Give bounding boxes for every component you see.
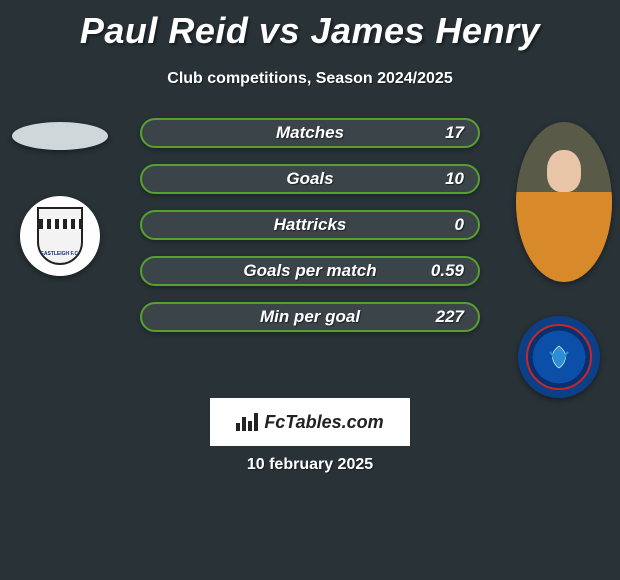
stat-label: Min per goal (260, 307, 360, 327)
stat-pill: Goals 10 (140, 164, 480, 194)
stat-row: Min per goal 227 (0, 294, 620, 340)
date-label: 10 february 2025 (0, 456, 620, 474)
branding-text: FcTables.com (264, 412, 383, 433)
stat-row: Goals per match 0.59 (0, 248, 620, 294)
stat-row: Hattricks 0 (0, 202, 620, 248)
stat-label: Matches (276, 123, 344, 143)
stat-row: Matches 17 (0, 110, 620, 156)
stat-row: Goals 10 (0, 156, 620, 202)
stat-label: Goals per match (243, 261, 376, 281)
stat-value: 10 (445, 169, 464, 189)
stats-list: Matches 17 Goals 10 Hattricks 0 Goals pe… (0, 110, 620, 340)
stat-label: Hattricks (274, 215, 347, 235)
stat-value: 0 (455, 215, 464, 235)
stat-pill: Hattricks 0 (140, 210, 480, 240)
branding-box: FcTables.com (210, 398, 410, 446)
stat-pill: Matches 17 (140, 118, 480, 148)
subtitle: Club competitions, Season 2024/2025 (0, 52, 620, 88)
phoenix-icon (544, 342, 574, 372)
stat-pill: Min per goal 227 (140, 302, 480, 332)
stat-value: 17 (445, 123, 464, 143)
stat-pill: Goals per match 0.59 (140, 256, 480, 286)
page-title: Paul Reid vs James Henry (0, 0, 620, 52)
stat-value: 227 (436, 307, 464, 327)
stat-value: 0.59 (431, 261, 464, 281)
bar-chart-icon (236, 413, 258, 431)
stat-label: Goals (286, 169, 333, 189)
